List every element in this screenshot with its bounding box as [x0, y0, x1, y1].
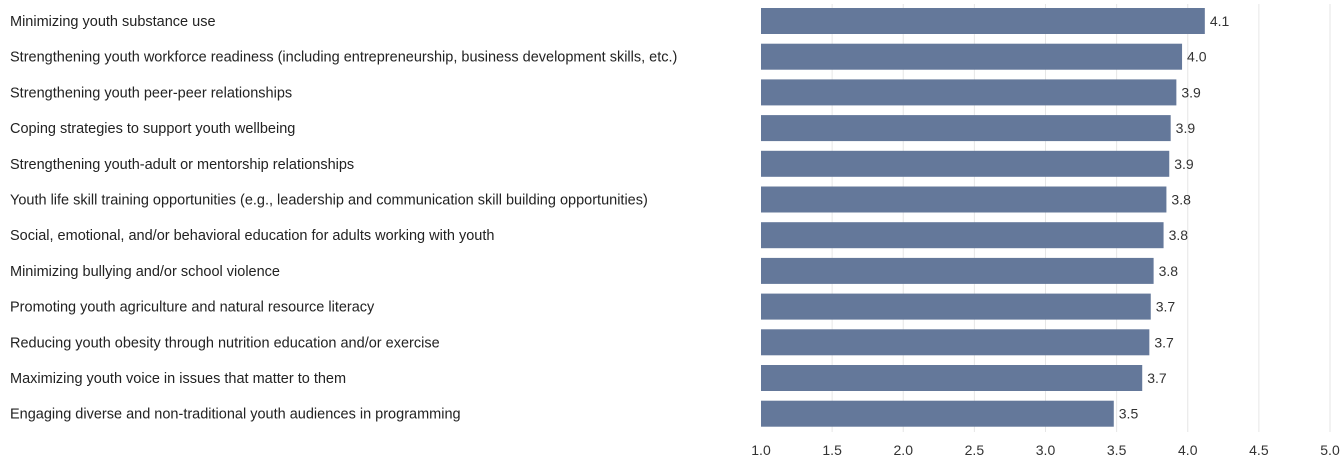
x-tick-label: 3.0: [1036, 442, 1056, 458]
data-label: 3.9: [1174, 156, 1194, 172]
x-tick-label: 4.0: [1178, 442, 1198, 458]
x-axis-ticks: 1.0 1.5 2.0 2.5 3.0 3.5 4.0 4.5 5.0: [751, 442, 1340, 458]
data-label: 4.0: [1187, 49, 1207, 65]
bar: [761, 293, 1151, 320]
gridlines: [831, 4, 1331, 432]
x-tick-label: 2.0: [894, 442, 914, 458]
category-label: Coping strategies to support youth wellb…: [10, 121, 295, 137]
x-tick-label: 1.5: [822, 442, 842, 458]
category-label: Engaging diverse and non-traditional you…: [10, 407, 461, 423]
data-label: 3.9: [1181, 84, 1201, 100]
category-label: Strengthening youth peer-peer relationsh…: [10, 85, 292, 101]
data-label: 3.8: [1159, 263, 1179, 279]
bar: [761, 365, 1143, 391]
category-label: Minimizing bullying and/or school violen…: [10, 264, 280, 280]
data-label: 3.7: [1154, 334, 1174, 350]
bar: [761, 329, 1150, 356]
data-label: 3.7: [1156, 299, 1176, 315]
bars: [761, 8, 1205, 427]
x-tick-label: 1.0: [751, 442, 771, 458]
data-label: 4.1: [1210, 13, 1230, 29]
bar: [761, 186, 1167, 213]
x-tick-label: 2.5: [965, 442, 985, 458]
category-label: Minimizing youth substance use: [10, 14, 216, 30]
x-tick-label: 3.5: [1107, 442, 1127, 458]
data-label: 3.7: [1147, 370, 1167, 386]
bar: [761, 115, 1171, 142]
data-label: 3.5: [1119, 406, 1139, 422]
category-label: Youth life skill training opportunities …: [10, 193, 648, 209]
bar: [761, 8, 1205, 34]
category-label: Strengthening youth workforce readiness …: [10, 50, 677, 66]
data-label: 3.9: [1176, 120, 1196, 136]
bar: [761, 222, 1164, 249]
x-tick-label: 5.0: [1320, 442, 1340, 458]
category-label: Reducing youth obesity through nutrition…: [10, 335, 440, 351]
category-label: Promoting youth agriculture and natural …: [10, 300, 375, 316]
data-label: 3.8: [1169, 227, 1189, 243]
category-labels: Minimizing youth substance use Strengthen…: [10, 14, 677, 423]
category-label: Social, emotional, and/or behavioral edu…: [10, 228, 494, 244]
bar: [761, 257, 1154, 284]
data-label: 3.8: [1171, 192, 1191, 208]
bar: [761, 79, 1177, 106]
category-label: Maximizing youth voice in issues that ma…: [10, 371, 346, 387]
x-tick-label: 4.5: [1249, 442, 1269, 458]
bar: [761, 400, 1114, 427]
value-labels: 4.1 4.0 3.9 3.9 3.9 3.8 3.8 3.8 3.7 3.7 3.7 3.5: [1119, 13, 1230, 422]
bar: [761, 43, 1183, 70]
bar: [761, 150, 1170, 177]
category-label: Strengthening youth-adult or mentorship …: [10, 157, 354, 173]
